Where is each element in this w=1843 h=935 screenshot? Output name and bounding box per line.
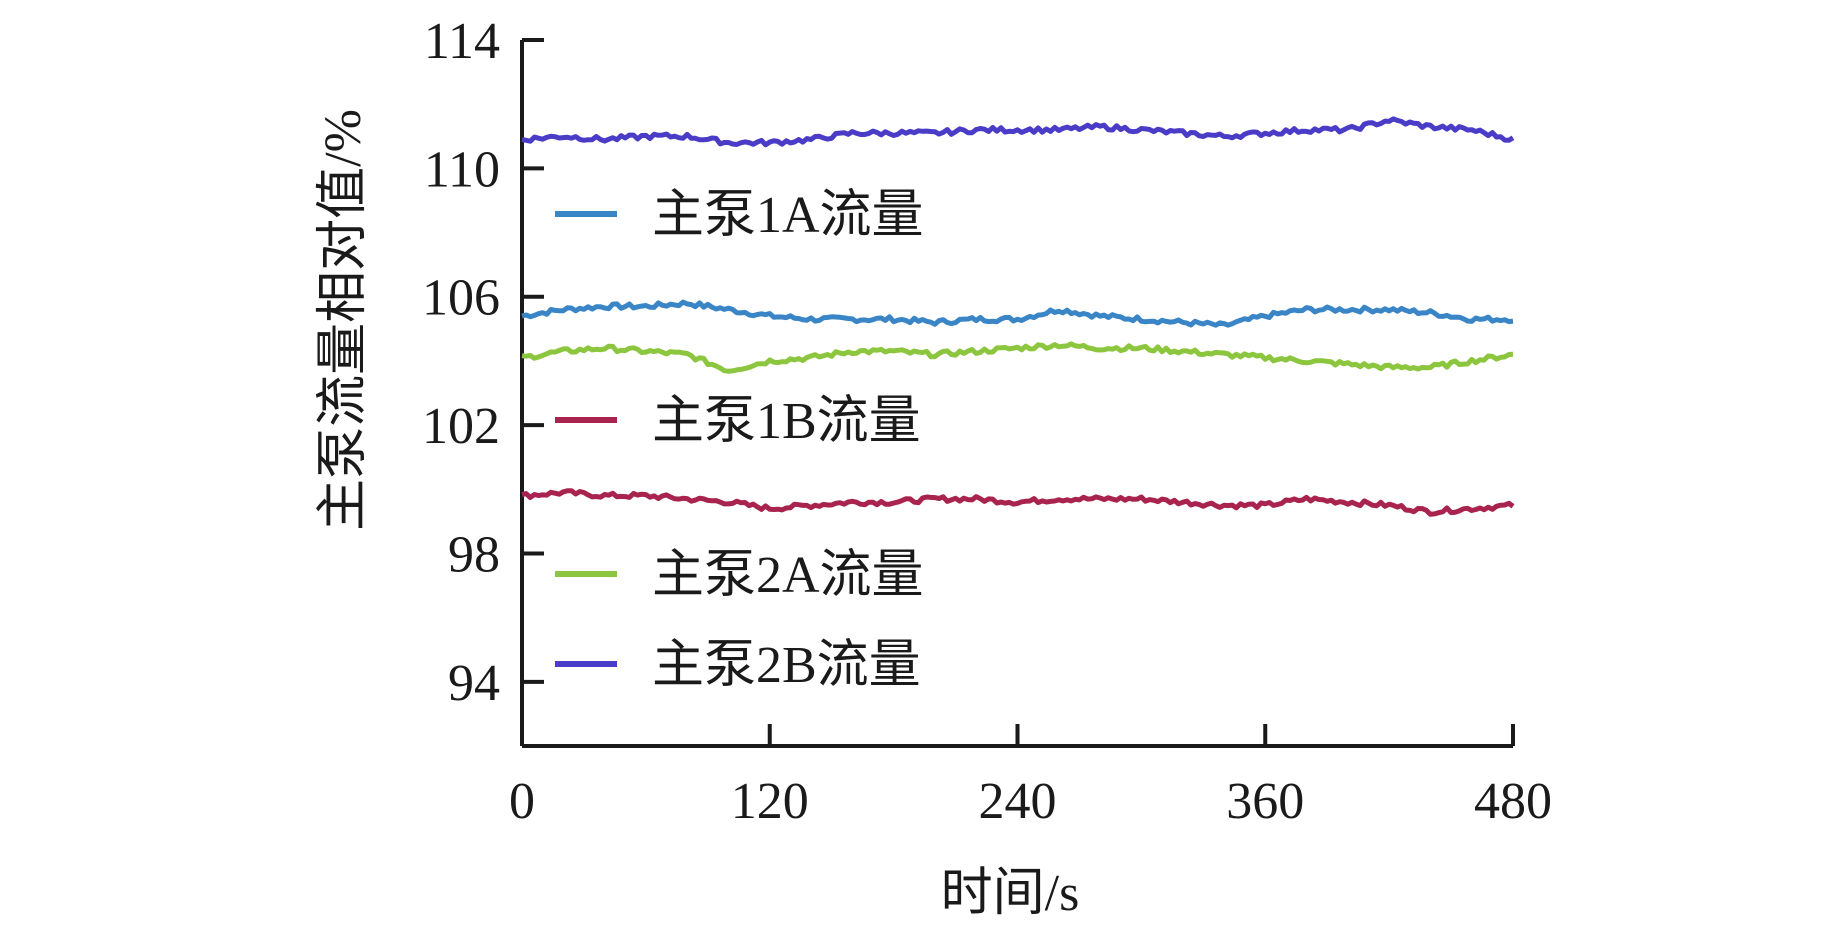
legend-label-1: 主泵1A流量 xyxy=(652,187,924,244)
y-tick-label: 98 xyxy=(448,526,500,583)
y-tick-label: 110 xyxy=(424,141,500,198)
y-tick-label: 106 xyxy=(422,270,500,327)
x-tick-label: 0 xyxy=(509,773,535,830)
legend-label-4: 主泵2B流量 xyxy=(652,637,921,694)
series-line-2 xyxy=(521,488,1515,517)
legend-label-2: 主泵1B流量 xyxy=(652,393,921,450)
y-tick-label: 102 xyxy=(422,398,500,455)
y-tick-label: 114 xyxy=(424,13,500,70)
x-tick-label: 360 xyxy=(1226,773,1304,830)
series-lines xyxy=(521,116,1515,517)
series-line-1 xyxy=(521,299,1514,328)
series-line-4 xyxy=(521,116,1515,148)
x-tick-label: 480 xyxy=(1474,773,1552,830)
x-tick-label: 240 xyxy=(979,773,1057,830)
x-tick-label: 120 xyxy=(731,773,809,830)
ticks: 94 98 102 106 110 114 0 120 240 360 480 xyxy=(422,13,1552,830)
x-axis-title: 时间/s xyxy=(941,865,1080,922)
y-tick-label: 94 xyxy=(448,655,500,712)
series-line-3 xyxy=(521,341,1514,374)
y-axis-title: 主泵流量相对值/% xyxy=(315,109,372,531)
legend-label-3: 主泵2A流量 xyxy=(652,547,924,604)
